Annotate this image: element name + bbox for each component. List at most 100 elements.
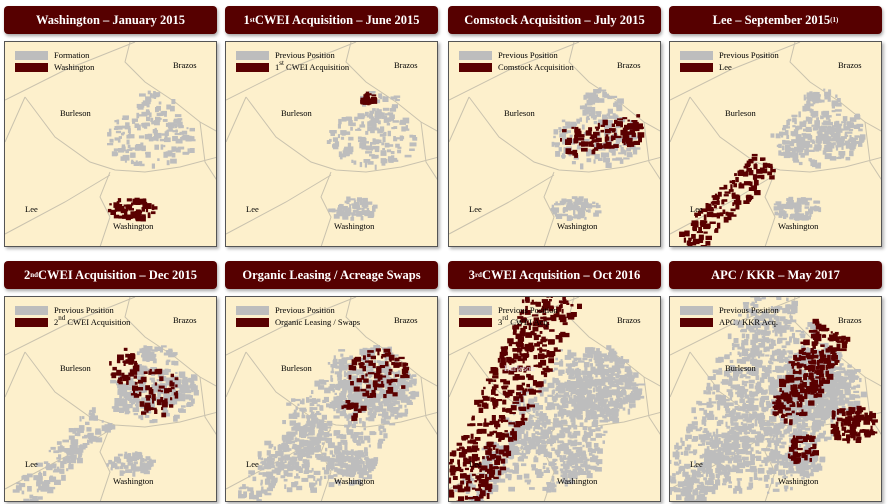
acreage-tract	[172, 130, 178, 133]
acreage-tract	[835, 146, 839, 151]
acreage-tract	[561, 386, 566, 393]
acreage-tract	[78, 452, 82, 458]
acreage-tract	[182, 151, 189, 155]
acreage-tract	[777, 204, 784, 211]
acreage-tract	[117, 148, 125, 153]
acreage-tract	[590, 366, 596, 373]
acreage-tract	[122, 115, 129, 119]
acreage-tract	[804, 149, 809, 154]
acreage-tract	[727, 212, 734, 217]
county-boundary	[449, 351, 470, 398]
acreage-tract	[127, 357, 135, 363]
acreage-tract	[489, 451, 496, 456]
acreage-tract	[352, 371, 359, 375]
acreage-tract	[341, 117, 347, 122]
acreage-tract	[829, 139, 836, 142]
acreage-tract	[546, 482, 553, 489]
acreage-tract	[743, 200, 750, 204]
legend-label: Previous Position	[275, 305, 335, 315]
acreage-tract	[409, 142, 417, 147]
acreage-tract	[579, 105, 587, 110]
acreage-tract	[523, 473, 530, 479]
acreage-tract	[267, 456, 271, 461]
acreage-tract	[627, 408, 631, 415]
acreage-tract	[517, 440, 522, 445]
acreage-tract	[549, 351, 556, 357]
acreage-tract	[178, 409, 186, 413]
acreage-tract	[786, 134, 790, 139]
acreage-tract	[402, 394, 408, 401]
acreage-tract	[746, 199, 750, 202]
county-label-washington: Washington	[334, 221, 375, 231]
acreage-tract	[800, 197, 806, 200]
acreage-tract	[582, 138, 590, 142]
acreage-tract	[556, 425, 564, 428]
acreage-tract	[608, 115, 613, 119]
acreage-tract	[356, 439, 361, 445]
acreage-tract	[170, 386, 175, 390]
acreage-tract	[310, 411, 315, 417]
acreage-tract	[163, 151, 168, 158]
acreage-tract	[390, 378, 398, 383]
acreage-tract	[497, 470, 502, 476]
acreage-tract	[694, 212, 701, 216]
acreage-tract	[361, 121, 364, 125]
acreage-tract	[471, 484, 476, 490]
acreage-tract	[787, 121, 790, 126]
acreage-tract	[543, 372, 548, 378]
acreage-tract	[141, 411, 147, 415]
acreage-tract	[356, 205, 360, 211]
acreage-tract	[336, 409, 340, 414]
acreage-tract	[154, 409, 158, 414]
acreage-tract	[835, 139, 841, 143]
acreage-map: Brazos Burleson Lee Washington Previous Posi…	[4, 296, 217, 502]
acreage-tract	[583, 94, 587, 98]
acreage-tract	[404, 404, 407, 408]
acreage-tract	[838, 151, 846, 156]
acreage-tract	[263, 490, 268, 495]
acreage-tract	[145, 385, 150, 391]
acreage-tract	[296, 485, 303, 491]
acreage-tract	[601, 370, 606, 373]
acreage-tract	[120, 388, 125, 392]
acreage-tract	[142, 198, 147, 203]
acreage-tract	[532, 321, 540, 327]
acreage-tract	[591, 422, 598, 427]
acreage-tract	[376, 108, 379, 111]
acreage-tract	[305, 427, 311, 432]
acreage-tract	[341, 357, 348, 361]
acreage-tract	[609, 415, 615, 420]
acreage-map: Brazos Burleson Lee Washington Previous Posi…	[225, 296, 438, 502]
county-boundary	[99, 171, 111, 246]
acreage-tract	[551, 488, 557, 493]
acreage-tract	[573, 424, 578, 430]
legend-label: Previous Position	[498, 50, 558, 60]
acreage-tract	[363, 159, 371, 163]
acreage-tract	[260, 482, 263, 486]
acreage-tract	[170, 389, 176, 394]
acreage-tract	[400, 392, 406, 398]
acreage-tract	[409, 148, 415, 151]
acreage-tract	[798, 152, 802, 156]
acreage-tract	[611, 383, 618, 388]
acreage-tract	[337, 441, 342, 447]
acreage-tract	[560, 443, 565, 450]
acreage-tract	[570, 417, 576, 423]
acreage-tract	[621, 375, 626, 379]
acreage-tract	[792, 156, 799, 161]
acreage-tract	[470, 433, 474, 439]
acreage-tract	[168, 400, 175, 406]
new-acreage-area	[679, 153, 776, 246]
acreage-tract	[748, 170, 754, 176]
acreage-tract	[517, 316, 524, 319]
acreage-tract	[152, 93, 157, 97]
acreage-tract	[584, 456, 588, 460]
acreage-tract	[365, 111, 369, 116]
acreage-tract	[590, 402, 594, 408]
acreage-tract	[688, 237, 692, 241]
acreage-tract	[151, 384, 156, 389]
acreage-tract	[526, 479, 531, 485]
acreage-tract	[343, 469, 348, 473]
acreage-tract	[377, 439, 382, 443]
acreage-tract	[562, 208, 566, 214]
